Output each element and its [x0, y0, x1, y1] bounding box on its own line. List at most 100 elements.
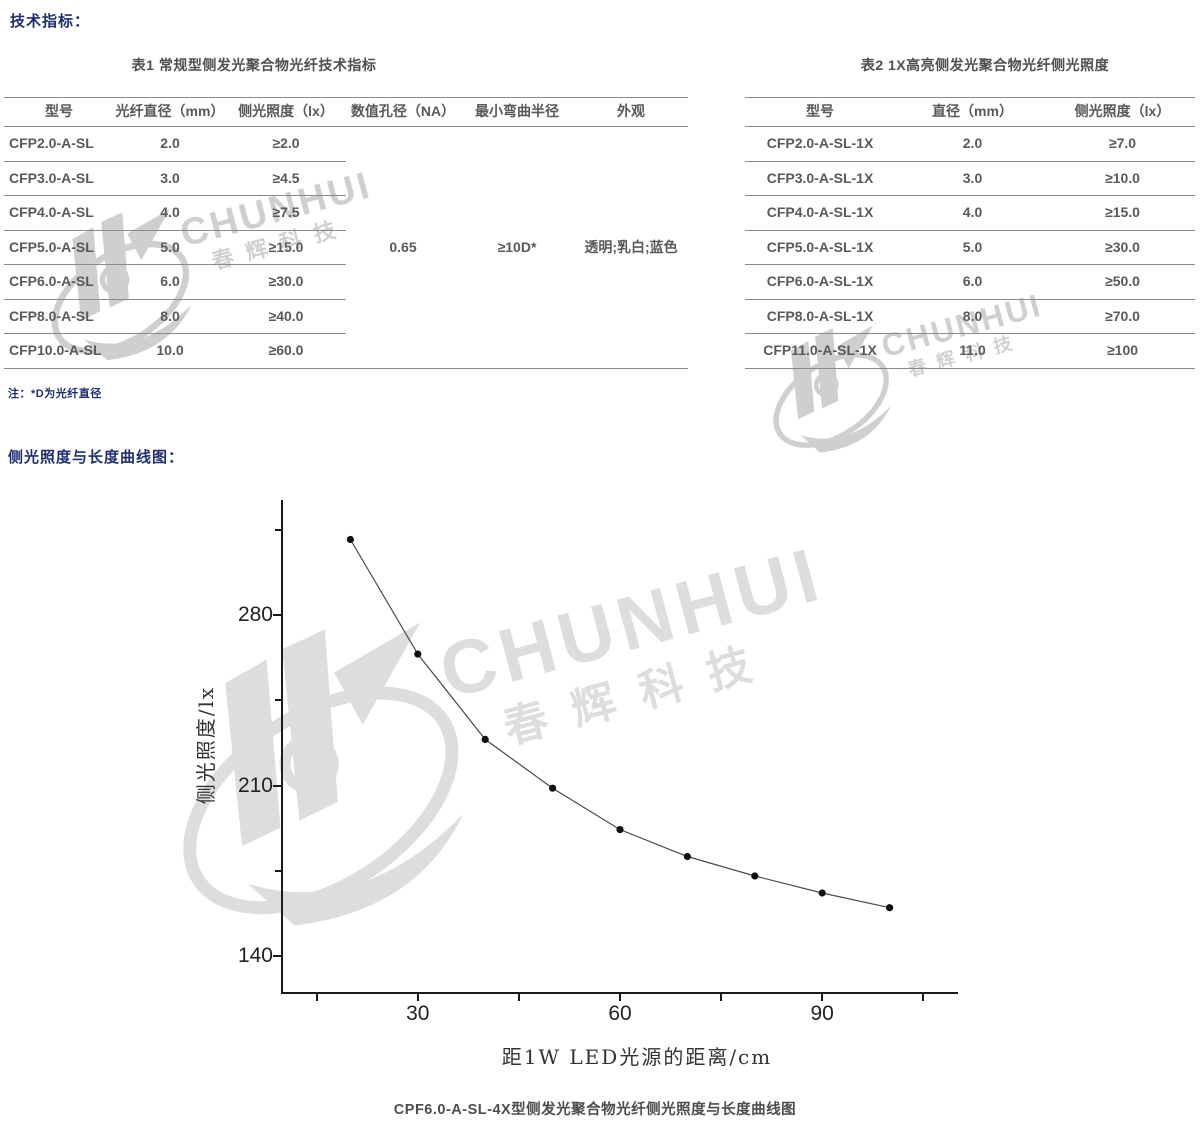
table-cell: ≥30.0	[1050, 230, 1195, 265]
table-cell: 6.0	[895, 264, 1050, 300]
table-cell: ≥15.0	[1050, 195, 1195, 231]
merged-cell-numerical-aperture: 0.65	[389, 238, 417, 255]
table-cell: ≥2.0	[226, 126, 346, 162]
table-cell: ≥30.0	[226, 264, 346, 300]
table-cell: ≥100	[1106, 342, 1139, 359]
x-axis-title: 距1W LED光源的距离/cm	[501, 1045, 773, 1069]
y-major-tick	[273, 955, 281, 958]
table-cell: CFP6.0-A-SL-1X	[745, 264, 895, 300]
column-header: 侧光照度（lx）	[226, 97, 346, 127]
x-minor-tick	[315, 994, 318, 1001]
data-line	[349, 539, 890, 909]
y-axis-line	[281, 500, 283, 994]
table-cell: CFP8.0-A-SL	[4, 299, 114, 334]
x-major-tick	[416, 994, 419, 1001]
table-cell: 8.0	[895, 299, 1050, 334]
table-cell: 3.0	[895, 161, 1050, 196]
x-major-tick	[821, 994, 824, 1001]
data-point	[751, 872, 759, 880]
chart-caption: CPF6.0-A-SL-4X型侧发光聚合物光纤侧光照度与长度曲线图	[393, 1102, 797, 1118]
table-cell: ≥50.0	[1050, 264, 1195, 300]
x-tick-label: 30	[406, 1002, 430, 1025]
data-point	[616, 826, 624, 834]
table-cell: CFP6.0-A-SL	[4, 264, 114, 300]
table-cell: 2.0	[114, 126, 226, 162]
table-cell: 3.0	[114, 161, 226, 196]
table-cell: ≥4.5	[226, 161, 346, 196]
table-cell: 11.0	[959, 342, 986, 359]
table-row: CFP2.0-A-SL-1X 2.0 ≥7.0	[745, 126, 1195, 162]
table-row: CFP3.0-A-SL-1X 3.0 ≥10.0	[745, 161, 1195, 196]
table-cell: CFP10.0-A-SL	[9, 342, 102, 359]
data-point	[414, 650, 422, 658]
column-header: 数值孔径（NA）	[346, 97, 460, 127]
table-cell: CFP3.0-A-SL	[4, 161, 114, 196]
table-cell: CFP2.0-A-SL-1X	[745, 126, 895, 162]
y-major-tick	[273, 614, 281, 617]
y-minor-tick	[275, 528, 281, 531]
x-major-tick	[619, 994, 621, 1001]
header-row: 型号 光纤直径（mm） 侧光照度（lx） 数值孔径（NA） 最小弯曲半径 外观	[4, 97, 688, 127]
table1-header: 型号 光纤直径（mm） 侧光照度（lx） 数值孔径（NA） 最小弯曲半径 外观	[4, 97, 688, 127]
table-cell: 6.0	[114, 264, 226, 300]
table-cell: CFP4.0-A-SL-1X	[745, 195, 895, 231]
x-tick-label: 60	[608, 1002, 632, 1025]
data-point	[818, 889, 826, 897]
merged-cell-min-bend-radius: ≥10D*	[497, 238, 537, 255]
table-cell: CFP5.0-A-SL	[4, 230, 114, 265]
table-1x-highbright-fiber-specs: 型号 直径（mm） 侧光照度（lx） CFP2.0-A-SL-1X 2.0 ≥7.0 CF…	[745, 97, 1195, 369]
column-header: 最小弯曲半径	[460, 97, 574, 127]
table-row: CFP3.0-A-SL 3.0 ≥4.5	[4, 161, 688, 196]
column-header: 型号	[745, 97, 895, 127]
table-cell: ≥15.0	[226, 230, 346, 265]
x-tick-label: 90	[810, 1002, 834, 1025]
merged-cell-appearance: 透明;乳白;蓝色	[584, 238, 678, 255]
x-minor-tick	[922, 994, 925, 1001]
y-major-tick	[273, 784, 281, 787]
x-axis-line	[281, 992, 958, 994]
data-point	[549, 784, 557, 792]
section-heading-curve: 侧光照度与长度曲线图：	[8, 449, 185, 466]
table-cell: CFP5.0-A-SL-1X	[745, 230, 895, 265]
table-cell: 4.0	[114, 195, 226, 231]
table-cell: CFP4.0-A-SL	[4, 195, 114, 231]
line-chart	[346, 535, 894, 912]
x-minor-tick	[720, 994, 723, 1001]
column-header: 直径（mm）	[895, 97, 1050, 127]
table-cell: CFP8.0-A-SL-1X	[745, 299, 895, 334]
y-tick-label: 280	[237, 603, 273, 627]
table1-title: 表1 常规型侧发光聚合物光纤技术指标	[131, 57, 377, 73]
table-cell: CFP2.0-A-SL	[4, 126, 114, 162]
column-header: 侧光照度（lx）	[1050, 97, 1195, 127]
table2-title: 表2 1X高亮侧发光聚合物光纤侧光照度	[860, 57, 1110, 73]
table-standard-fiber-specs: 型号 光纤直径（mm） 侧光照度（lx） 数值孔径（NA） 最小弯曲半径 外观 CFP2.…	[4, 97, 688, 369]
table-row: CFP6.0-A-SL-1X 6.0 ≥50.0	[745, 264, 1195, 300]
table-cell: ≥7.5	[226, 195, 346, 231]
x-minor-tick	[517, 994, 520, 1001]
table-cell: 4.0	[895, 195, 1050, 231]
header-row: 型号 直径（mm） 侧光照度（lx）	[745, 97, 1195, 127]
data-point	[886, 904, 894, 912]
data-point	[481, 735, 489, 743]
table2-header: 型号 直径（mm） 侧光照度（lx）	[745, 97, 1195, 127]
table2-body: CFP2.0-A-SL-1X 2.0 ≥7.0 CFP3.0-A-SL-1X 3.0 ≥1…	[745, 126, 1195, 369]
y-tick-label: 210	[237, 773, 273, 797]
table-footnote: 注：*D为光纤直径	[8, 388, 102, 400]
table-cell: CFP3.0-A-SL-1X	[745, 161, 895, 196]
table-cell: CFP11.0-A-SL-1X	[763, 342, 877, 359]
column-header: 光纤直径（mm）	[114, 97, 226, 127]
table-cell: 8.0	[114, 299, 226, 334]
table-row: CFP8.0-A-SL-1X 8.0 ≥70.0	[745, 299, 1195, 334]
table-cell: ≥40.0	[226, 299, 346, 334]
data-point	[346, 535, 354, 544]
table-row: CFP2.0-A-SL 2.0 ≥2.0 0.65 ≥10D* 透明;乳白;蓝色	[4, 126, 688, 254]
table-cell: ≥60.0	[268, 342, 304, 359]
y-minor-tick	[275, 699, 281, 702]
y-minor-tick	[275, 870, 281, 873]
table-row: CFP5.0-A-SL-1X 5.0 ≥30.0	[745, 230, 1195, 265]
table-cell: 2.0	[895, 126, 1050, 162]
y-tick-label: 140	[237, 944, 273, 968]
table-cell: ≥10.0	[1050, 161, 1195, 196]
table-cell: ≥7.0	[1050, 126, 1195, 162]
